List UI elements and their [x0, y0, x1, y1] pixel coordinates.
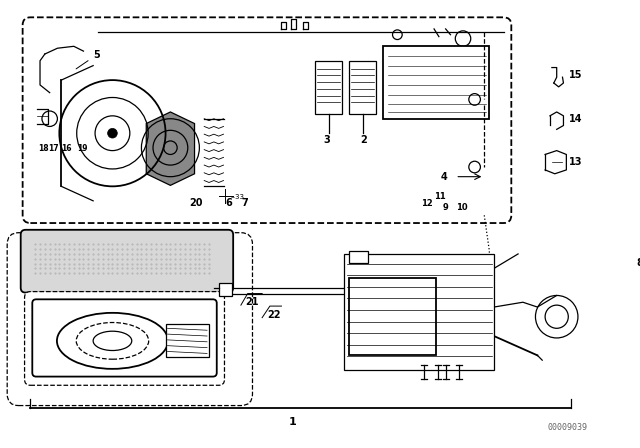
Text: 18: 18: [38, 144, 49, 153]
Bar: [349, 278, 436, 355]
Text: 17: 17: [48, 144, 58, 153]
Text: 20: 20: [189, 198, 204, 208]
Text: 14: 14: [569, 114, 583, 124]
FancyBboxPatch shape: [7, 233, 253, 405]
Text: 9: 9: [443, 203, 449, 212]
Text: 12: 12: [422, 198, 433, 208]
Bar: [316, 61, 342, 114]
Text: 21: 21: [244, 297, 259, 307]
Text: 19: 19: [77, 144, 87, 153]
Text: 22: 22: [267, 310, 280, 320]
Text: 5: 5: [76, 50, 100, 69]
Polygon shape: [147, 112, 195, 185]
Bar: [349, 61, 376, 114]
Text: 4: 4: [441, 172, 447, 181]
Bar: [349, 251, 369, 263]
Text: 13: 13: [569, 157, 583, 167]
Text: --33: --33: [230, 194, 244, 200]
Text: 6: 6: [225, 198, 232, 208]
Circle shape: [108, 129, 117, 138]
Text: 00009039: 00009039: [547, 423, 588, 432]
Text: 2: 2: [361, 135, 367, 145]
Bar: [383, 46, 489, 119]
Text: 15: 15: [569, 70, 583, 80]
Polygon shape: [166, 324, 209, 357]
Text: 16: 16: [61, 144, 72, 153]
Text: 3: 3: [323, 135, 330, 145]
FancyBboxPatch shape: [24, 292, 225, 385]
Text: 1: 1: [289, 417, 297, 427]
Text: 8: 8: [637, 258, 640, 268]
FancyBboxPatch shape: [22, 17, 511, 223]
Text: 11: 11: [434, 192, 446, 201]
Text: 7: 7: [241, 198, 248, 208]
FancyBboxPatch shape: [20, 230, 233, 293]
Bar: [219, 283, 232, 297]
Text: 10: 10: [456, 203, 468, 212]
Bar: [344, 254, 494, 370]
FancyBboxPatch shape: [32, 299, 217, 377]
